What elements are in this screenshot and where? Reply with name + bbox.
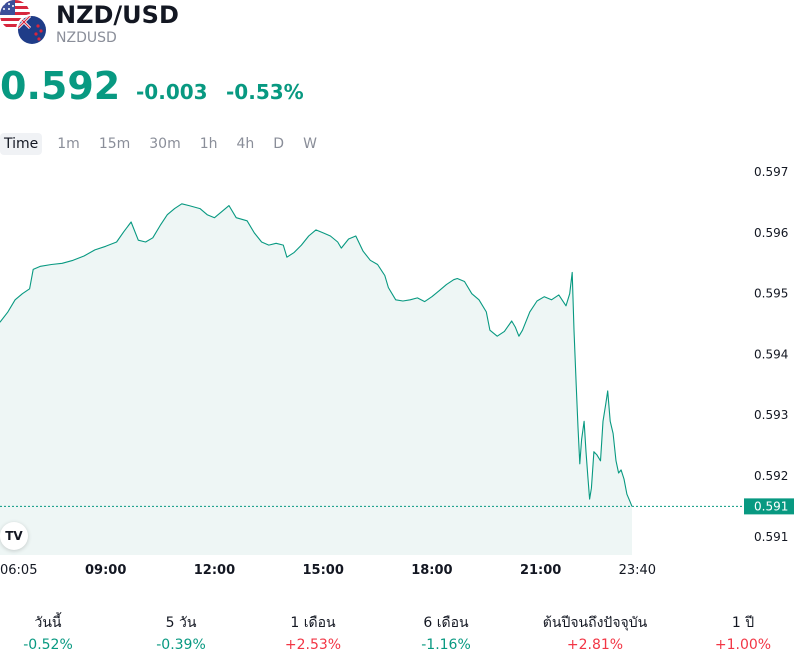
- timeframe-4h[interactable]: 4h: [236, 136, 255, 152]
- symbol-code: NZDUSD: [56, 30, 117, 46]
- performance-value: -0.39%: [156, 637, 206, 653]
- timeframe-w[interactable]: W: [303, 136, 317, 152]
- symbol-title: NZD/USD: [56, 1, 179, 29]
- x-tick-label: 23:40: [619, 563, 656, 578]
- performance-label: 1 ปี: [731, 615, 755, 631]
- performance-item[interactable]: 1 เดือน +2.53%: [243, 612, 383, 656]
- x-tick-label: 06:05: [0, 563, 37, 578]
- y-tick-label: 0.595: [754, 287, 788, 301]
- timeframe-selector: Time 1m 15m 30m 1h 4h D W: [0, 132, 332, 156]
- performance-row: วันนี้ -0.52% 5 วัน -0.39% 1 เดือน +2.53% 6 เด…: [0, 612, 800, 660]
- x-tick-label: 12:00: [194, 563, 235, 578]
- y-tick-label: 0.596: [754, 226, 788, 240]
- nz-flag-icon: [16, 14, 48, 46]
- performance-label: 1 เดือน: [290, 615, 336, 631]
- last-price-badge-label: 0.591: [754, 499, 788, 513]
- timeframe-15m[interactable]: 15m: [98, 136, 131, 152]
- performance-item[interactable]: 6 เดือน -1.16%: [376, 612, 516, 656]
- timeframe-d[interactable]: D: [273, 136, 285, 152]
- series-line: [0, 203, 633, 507]
- x-tick-label: 09:00: [85, 563, 126, 578]
- tradingview-logo-icon[interactable]: TV: [0, 522, 28, 550]
- y-tick-label: 0.592: [754, 469, 788, 483]
- timeframe-time[interactable]: Time: [0, 133, 43, 155]
- performance-value: +2.81%: [566, 637, 624, 653]
- timeframe-30m[interactable]: 30m: [149, 136, 181, 152]
- performance-label: 5 วัน: [165, 615, 197, 631]
- y-tick-label: 0.593: [754, 408, 788, 422]
- performance-item[interactable]: 5 วัน -0.39%: [111, 612, 251, 656]
- timeframe-1h[interactable]: 1h: [199, 136, 218, 152]
- y-tick-label: 0.597: [754, 165, 788, 179]
- performance-label: 6 เดือน: [423, 615, 469, 631]
- currency-flags: [0, 0, 50, 50]
- performance-item[interactable]: วันนี้ -0.52%: [0, 612, 118, 656]
- last-price: 0.592: [0, 64, 121, 108]
- series-area: [0, 203, 632, 555]
- performance-item[interactable]: 1 ปี +1.00%: [673, 612, 800, 656]
- y-tick-label: 0.591: [754, 530, 788, 544]
- performance-value: -1.16%: [421, 637, 471, 653]
- performance-value: +2.53%: [284, 637, 342, 653]
- performance-label: ต้นปีจนถึงปัจจุบัน: [542, 615, 648, 631]
- price-change-percent: -0.53%: [226, 80, 304, 104]
- x-tick-label: 21:00: [520, 563, 561, 578]
- x-tick-label: 15:00: [302, 563, 343, 578]
- price-chart[interactable]: 0.597 0.596 0.595 0.594 0.593 0.592 0.591 0.591…: [0, 160, 800, 590]
- timeframe-1m[interactable]: 1m: [57, 136, 80, 152]
- price-change: -0.003: [136, 80, 208, 104]
- performance-item[interactable]: ต้นปีจนถึงปัจจุบัน +2.81%: [525, 612, 665, 656]
- performance-value: -0.52%: [23, 637, 73, 653]
- last-price-badge: [744, 498, 794, 515]
- y-tick-label: 0.594: [754, 347, 788, 361]
- x-tick-label: 18:00: [411, 563, 452, 578]
- performance-value: +1.00%: [714, 637, 772, 653]
- performance-label: วันนี้: [34, 615, 62, 631]
